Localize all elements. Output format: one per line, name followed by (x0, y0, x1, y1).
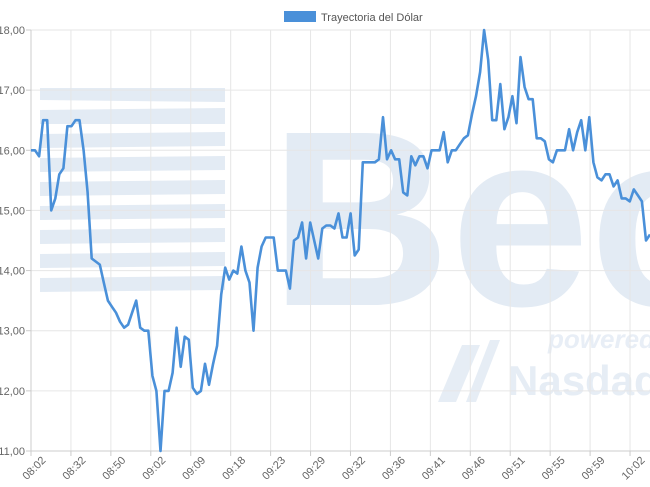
y-tick-label: 18,00 (0, 25, 25, 37)
series-layer (31, 28, 650, 453)
y-tick-label: 12,00 (0, 386, 25, 398)
x-tick-label: 09:59 (580, 455, 608, 483)
x-tick-label: 09:41 (420, 455, 448, 483)
x-tick-label: 09:32 (340, 455, 368, 483)
y-tick-label: 13,00 (0, 326, 25, 338)
y-tick-label: 16,00 (0, 145, 25, 157)
x-tick-label: 08:32 (60, 455, 88, 483)
x-tick-label: 08:02 (21, 455, 49, 483)
y-tick-label: 17,00 (0, 85, 25, 97)
legend-label-0[interactable]: Trayectoria del Dólar (321, 12, 423, 24)
x-tick-label: 08:50 (100, 455, 128, 483)
x-tick-label: 10:02 (620, 455, 648, 483)
watermark-stripes-logo (40, 88, 225, 292)
x-tick-label: 09:23 (260, 455, 288, 483)
x-tick-label: 09:55 (540, 455, 568, 483)
watermark-tagline: powered b (547, 324, 650, 354)
x-tick-label: 09:18 (220, 455, 248, 483)
watermark-partner: Nasdaq (508, 357, 650, 404)
legend-swatch-0[interactable] (284, 11, 316, 22)
watermark: Bec powered b Nasdaq (40, 79, 650, 404)
y-tick-label: 14,00 (0, 266, 25, 278)
x-tick-label: 09:02 (140, 455, 168, 483)
nasdaq-logo-icon (438, 340, 500, 402)
x-tick-label: 09:29 (300, 455, 328, 483)
x-tick-label: 09:51 (500, 455, 528, 483)
legend[interactable]: Trayectoria del Dólar (284, 11, 423, 24)
x-tick-label: 09:09 (180, 455, 208, 483)
x-tick-label: 09:46 (460, 455, 488, 483)
watermark-brand: Bec (270, 79, 650, 358)
x-tick-label: 09:36 (380, 455, 408, 483)
series-line-trayectoria (31, 28, 650, 453)
y-tick-label: 11,00 (0, 446, 25, 458)
y-tick-label: 15,00 (0, 205, 25, 217)
